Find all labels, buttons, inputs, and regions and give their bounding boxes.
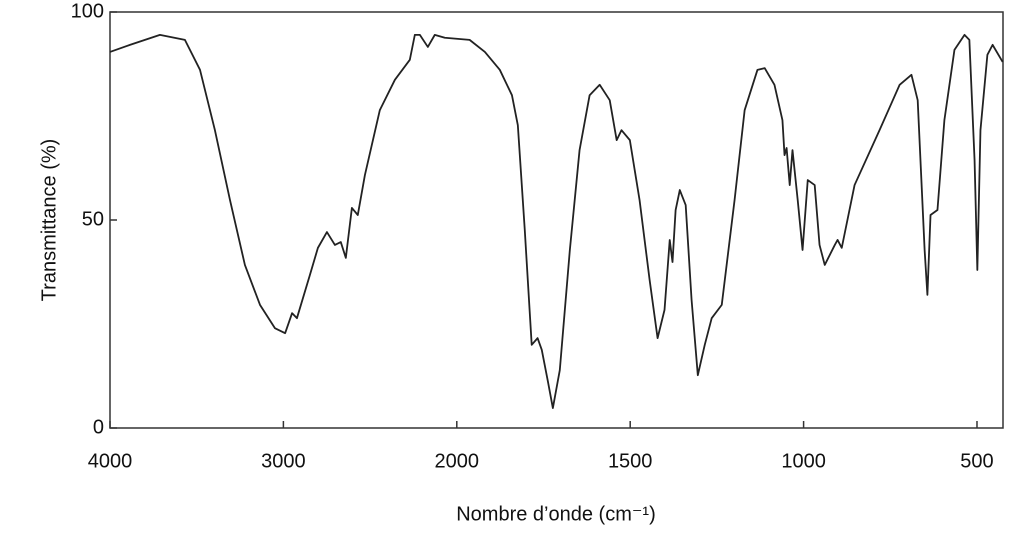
y-tick-label: 0	[93, 416, 104, 438]
x-tick-label: 4000	[88, 450, 133, 472]
x-tick-label: 3000	[261, 450, 306, 472]
plot-frame	[109, 11, 1004, 429]
y-tick-label: 50	[82, 208, 104, 230]
y-tick-label: 100	[71, 0, 104, 22]
spectrum-line	[109, 33, 1004, 409]
x-tick-label: 1500	[608, 450, 653, 472]
x-axis-label: Nombre d’onde (cm⁻¹)	[456, 503, 656, 525]
y-axis-label: Transmittance (%)	[38, 139, 60, 302]
x-tick-label: 1000	[781, 450, 826, 472]
x-tick-label: 500	[960, 450, 993, 472]
x-tick-label: 2000	[435, 450, 480, 472]
